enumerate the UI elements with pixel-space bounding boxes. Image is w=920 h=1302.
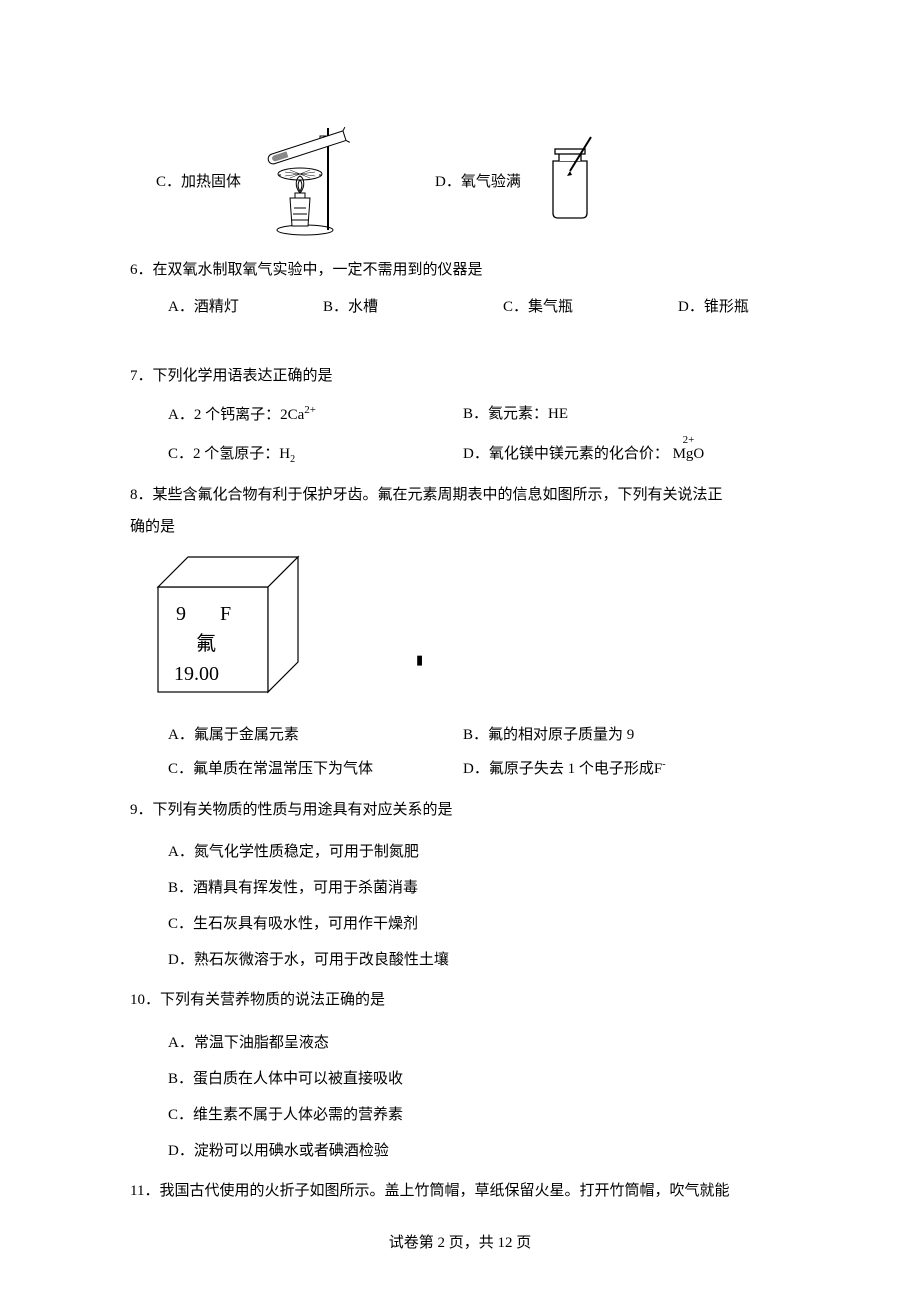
q7-stem: 7．下列化学用语表达正确的是 [130, 362, 790, 391]
q8-optD-ion: F [654, 761, 662, 777]
q9-optC: C．生石灰具有吸水性，可用作干燥剂 [168, 906, 790, 942]
q7-row1: A．2 个钙离子：2Ca2+ B．氦元素：HE [168, 400, 790, 430]
q10-stem: 10．下列有关营养物质的说法正确的是 [130, 986, 790, 1015]
q7-optC-text: C．2 个氢原子：H [168, 446, 290, 462]
q7-optA-text: A．2 个钙离子：2Ca [168, 407, 304, 423]
q7-row2: C．2 个氢原子：H2 D．氧化镁中镁元素的化合价： 2+ MgO [168, 440, 790, 469]
q6-optA: A．酒精灯 [168, 295, 323, 316]
footer-post: 页 [513, 1235, 532, 1251]
q10-optB: B．蛋白质在人体中可以被直接吸收 [168, 1061, 790, 1097]
q10-optA: A．常温下油脂都呈液态 [168, 1025, 790, 1061]
q8-stem2: 确的是 [130, 513, 790, 542]
q7-optD-formula: 2+ MgO [673, 440, 705, 469]
cube-name: 氟 [196, 632, 216, 655]
footer-mid: 页，共 [445, 1235, 498, 1251]
q10-optD: D．淀粉可以用碘水或者碘酒检验 [168, 1133, 790, 1169]
q6-optB: B．水槽 [323, 295, 503, 316]
q10-optC: C．维生素不属于人体必需的营养素 [168, 1097, 790, 1133]
q7-optD-valence: 2+ [683, 430, 695, 451]
q5-heating-diagram [250, 118, 435, 243]
q7-optD: D．氧化镁中镁元素的化合价： 2+ MgO [463, 440, 790, 469]
footer-cur: 2 [437, 1235, 445, 1251]
cube-symbol: F [220, 603, 231, 625]
q9-choices: A．氮气化学性质稳定，可用于制氮肥 B．酒精具有挥发性，可用于杀菌消毒 C．生石… [168, 834, 790, 978]
q9-optB: B．酒精具有挥发性，可用于杀菌消毒 [168, 870, 790, 906]
q5-options-row: C．加热固体 [156, 120, 790, 240]
q8-row2: C．氟单质在常温常压下为气体 D．氟原子失去 1 个电子形成F- [168, 755, 790, 784]
q8-optC: C．氟单质在常温常压下为气体 [168, 755, 463, 784]
page-footer: 试卷第 2 页，共 12 页 [0, 1231, 920, 1252]
footer-total: 12 [498, 1235, 513, 1251]
q11-stem: 11．我国古代使用的火折子如图所示。盖上竹筒帽，草纸保留火星。打开竹筒帽，吹气就… [130, 1177, 790, 1206]
q8-optD-text: D．氟原子失去 1 个电子形成 [463, 761, 654, 777]
q8-optD-sup: - [662, 759, 665, 770]
q9-optD: D．熟石灰微溶于水，可用于改良酸性土壤 [168, 942, 790, 978]
q6-choices: A．酒精灯 B．水槽 C．集气瓶 D．锥形瓶 [168, 295, 790, 316]
q8-cube-diagram: 9 F 氟 19.00 [148, 552, 790, 707]
q7-optA: A．2 个钙离子：2Ca2+ [168, 400, 463, 430]
q5-bottle-diagram [535, 133, 605, 228]
q9-stem: 9．下列有关物质的性质与用途具有对应关系的是 [130, 796, 790, 825]
q6-optD: D．锥形瓶 [678, 295, 828, 316]
footer-pre: 试卷第 [389, 1235, 438, 1251]
q8-optA: A．氟属于金属元素 [168, 721, 463, 750]
cube-atomic-number: 9 [176, 603, 186, 625]
q7-optA-sup: 2+ [304, 404, 316, 416]
q8-optD: D．氟原子失去 1 个电子形成F- [463, 755, 790, 784]
q7-optC: C．2 个氢原子：H2 [168, 440, 463, 469]
cube-mass: 19.00 [174, 663, 219, 685]
q10-choices: A．常温下油脂都呈液态 B．蛋白质在人体中可以被直接吸收 C．维生素不属于人体必… [168, 1025, 790, 1169]
page-content: C．加热固体 [0, 0, 920, 1275]
q8-optB: B．氟的相对原子质量为 9 [463, 721, 790, 750]
q7-optB: B．氦元素：HE [463, 400, 790, 430]
q8-stem1: 8．某些含氟化合物有利于保护牙齿。氟在元素周期表中的信息如图所示，下列有关说法正 [130, 481, 790, 510]
q8-row1: A．氟属于金属元素 B．氟的相对原子质量为 9 [168, 721, 790, 750]
q5-optC-label: C．加热固体 [156, 170, 250, 191]
q6-stem: 6．在双氧水制取氧气实验中，一定不需用到的仪器是 [130, 256, 790, 285]
q6-optC: C．集气瓶 [503, 295, 678, 316]
q7-optD-text: D．氧化镁中镁元素的化合价： [463, 446, 669, 462]
q5-optD-label: D．氧气验满 [435, 170, 535, 191]
q9-optA: A．氮气化学性质稳定，可用于制氮肥 [168, 834, 790, 870]
cursor-mark: ▮ [416, 652, 423, 668]
q7-optC-sub: 2 [290, 454, 295, 465]
